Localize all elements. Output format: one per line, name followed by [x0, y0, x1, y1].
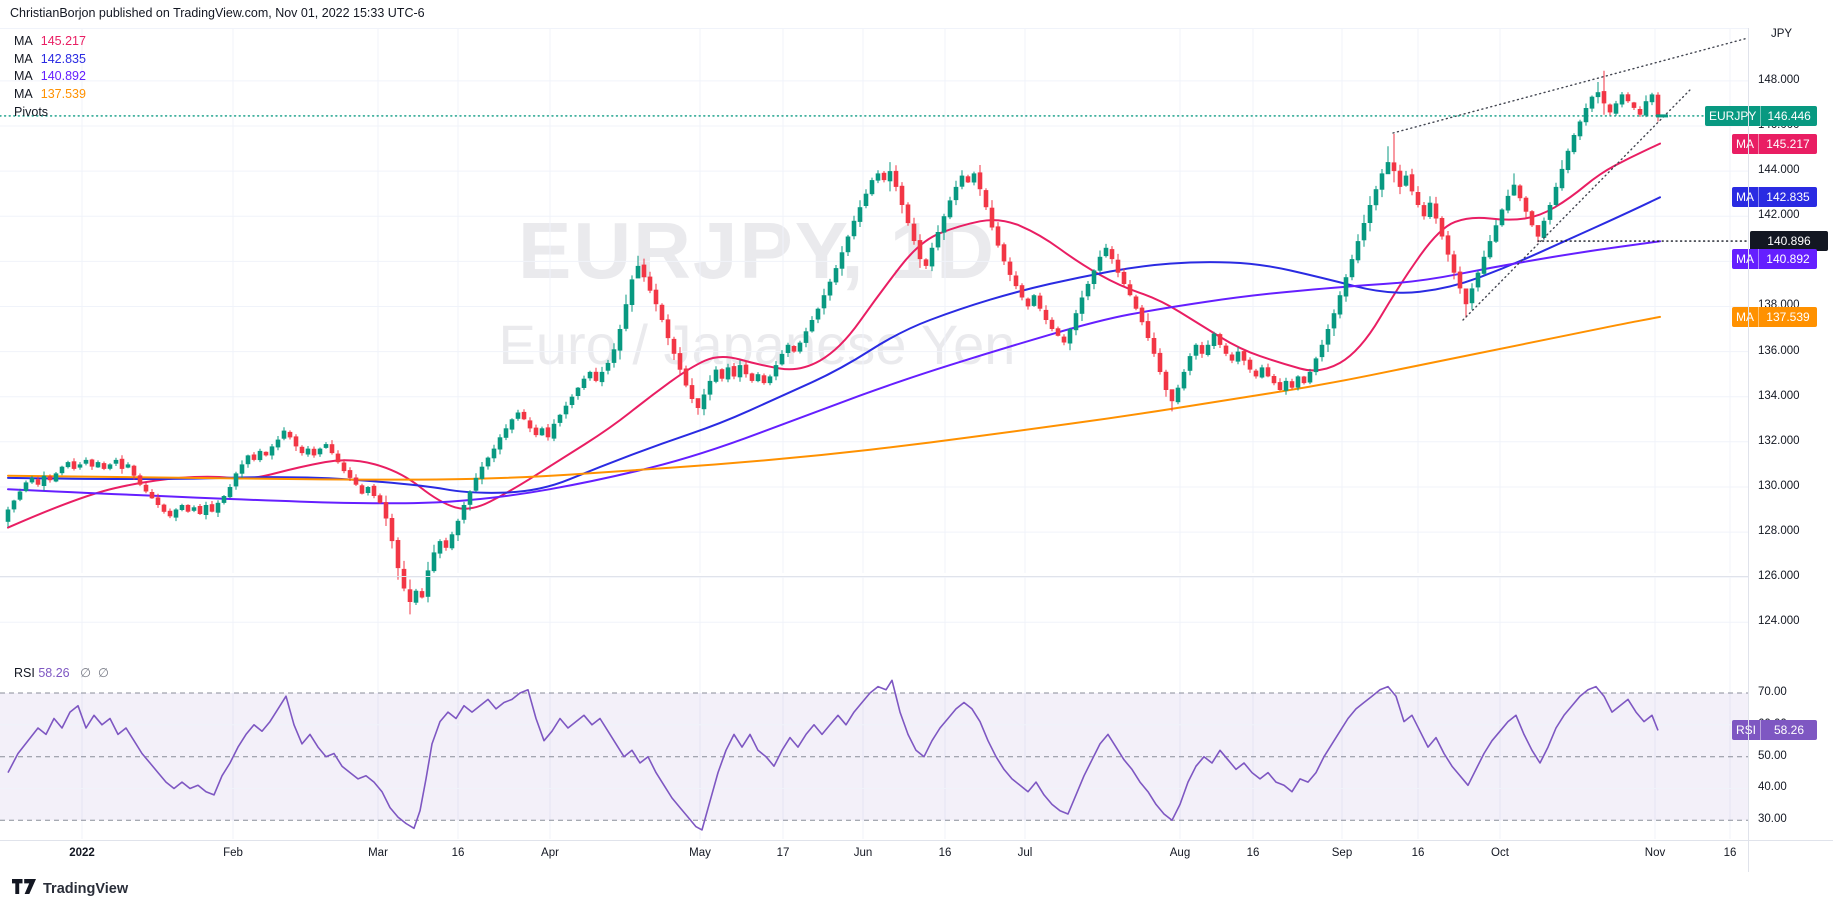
- price-axis-tick: 132.000: [1758, 435, 1800, 447]
- empty-set-icon: ∅: [80, 666, 91, 680]
- legend-row-pivots[interactable]: Pivots: [14, 104, 86, 122]
- time-axis-tick-may: May: [689, 847, 711, 859]
- ma-value: 142.835: [40, 51, 86, 66]
- time-axis-tick-2022: 2022: [69, 847, 95, 859]
- rsi-legend-extras: ∅ ∅: [73, 666, 109, 680]
- time-axis-tick-16: 16: [451, 847, 465, 859]
- publish-byline: ChristianBorjon published on TradingView…: [10, 6, 425, 20]
- price-axis-tick: 136.000: [1758, 345, 1800, 357]
- ma-slowest-badge: MA 137.539: [1732, 307, 1817, 327]
- badge-label: MA: [1736, 190, 1754, 204]
- time-axis-tick-mar: Mar: [368, 847, 388, 859]
- ma-value: 145.217: [40, 34, 86, 48]
- badge-value: 137.539: [1766, 310, 1810, 324]
- ma-value: 137.539: [40, 86, 86, 101]
- indicator-legend: MA 145.217 MA 142.835 MA 140.892 MA 137.539 Pivo…: [14, 33, 86, 122]
- ma-value: 140.892: [40, 69, 86, 83]
- tradingview-logo-link[interactable]: TradingView: [12, 879, 128, 899]
- time-axis-tick-oct: Oct: [1491, 847, 1509, 859]
- time-axis-tick-16: 16: [1246, 847, 1260, 859]
- chart-canvas[interactable]: [0, 0, 1833, 877]
- tradingview-icon: [12, 879, 36, 899]
- badge-value: 142.835: [1766, 190, 1810, 204]
- pivots-label: Pivots: [14, 105, 49, 119]
- ma-label: MA: [14, 69, 33, 83]
- time-axis-tick-jul: Jul: [1017, 847, 1033, 859]
- empty-set-icon: ∅: [97, 666, 109, 680]
- time-axis-separator: [0, 840, 1833, 841]
- legend-row-ma-2[interactable]: MA 142.835: [14, 51, 86, 69]
- time-axis-tick-aug: Aug: [1169, 847, 1191, 859]
- time-axis-tick-16: 16: [1723, 847, 1737, 859]
- ma-slow-badge: MA 140.892: [1732, 249, 1817, 269]
- time-axis-tick-16: 16: [1411, 847, 1425, 859]
- badge-value: 140.892: [1766, 252, 1810, 266]
- rsi-value-badge: RSI 58.26: [1732, 720, 1817, 740]
- pane-top-border: [0, 28, 1748, 29]
- ma-mid-badge: MA 142.835: [1732, 187, 1817, 207]
- symbol-price-badge: EURJPY 146.446: [1705, 106, 1817, 126]
- legend-row-ma-1[interactable]: MA 145.217: [14, 33, 86, 51]
- time-axis-tick-17: 17: [776, 847, 790, 859]
- rsi-axis-tick: 50.00: [1758, 750, 1787, 762]
- badge-label: MA: [1736, 310, 1754, 324]
- legend-row-ma-4[interactable]: MA 137.539: [14, 86, 86, 104]
- badge-label: RSI: [1736, 723, 1757, 737]
- time-axis-tick-feb: Feb: [223, 847, 243, 859]
- price-axis-tick: 134.000: [1758, 390, 1800, 402]
- rsi-legend-value: 58.26: [38, 666, 70, 680]
- ma-label: MA: [14, 51, 33, 66]
- rsi-axis-tick: 40.00: [1758, 781, 1787, 793]
- pane-separator[interactable]: [0, 576, 1748, 577]
- price-axis-tick: 124.000: [1758, 615, 1800, 627]
- rsi-legend-label: RSI: [14, 666, 35, 680]
- badge-value: 140.896: [1767, 234, 1811, 248]
- currency-label: JPY: [1771, 28, 1793, 40]
- brand-name: TradingView: [43, 881, 129, 897]
- badge-label: MA: [1736, 252, 1754, 266]
- price-axis-tick: 148.000: [1758, 74, 1800, 86]
- legend-row-ma-3[interactable]: MA 140.892: [14, 68, 86, 86]
- price-axis-tick: 144.000: [1758, 164, 1800, 176]
- level-price-badge: 140.896: [1750, 231, 1828, 251]
- time-axis-tick-sep: Sep: [1331, 847, 1353, 859]
- price-axis-tick: 126.000: [1758, 570, 1800, 582]
- ma-label: MA: [14, 86, 33, 101]
- rsi-legend[interactable]: RSI 58.26 ∅ ∅: [14, 665, 109, 683]
- badge-value: 58.26: [1773, 723, 1805, 737]
- price-axis-tick: 128.000: [1758, 525, 1800, 537]
- price-axis-tick: 142.000: [1758, 209, 1800, 221]
- time-axis-tick-jun: Jun: [853, 847, 873, 859]
- time-axis-tick-apr: Apr: [541, 847, 559, 859]
- badge-value: 145.217: [1766, 137, 1810, 151]
- price-scale-border: [1748, 28, 1749, 872]
- badge-value: 146.446: [1767, 109, 1811, 123]
- time-axis-tick-nov: Nov: [1644, 847, 1666, 859]
- ma-fast-badge: MA 145.217: [1732, 134, 1817, 154]
- badge-label: MA: [1736, 137, 1754, 151]
- time-axis-tick-16: 16: [938, 847, 952, 859]
- ma-label: MA: [14, 34, 33, 48]
- rsi-axis-tick: 30.00: [1758, 813, 1787, 825]
- badge-label: EURJPY: [1709, 109, 1757, 123]
- price-axis-tick: 130.000: [1758, 480, 1800, 492]
- rsi-axis-tick: 70.00: [1758, 686, 1787, 698]
